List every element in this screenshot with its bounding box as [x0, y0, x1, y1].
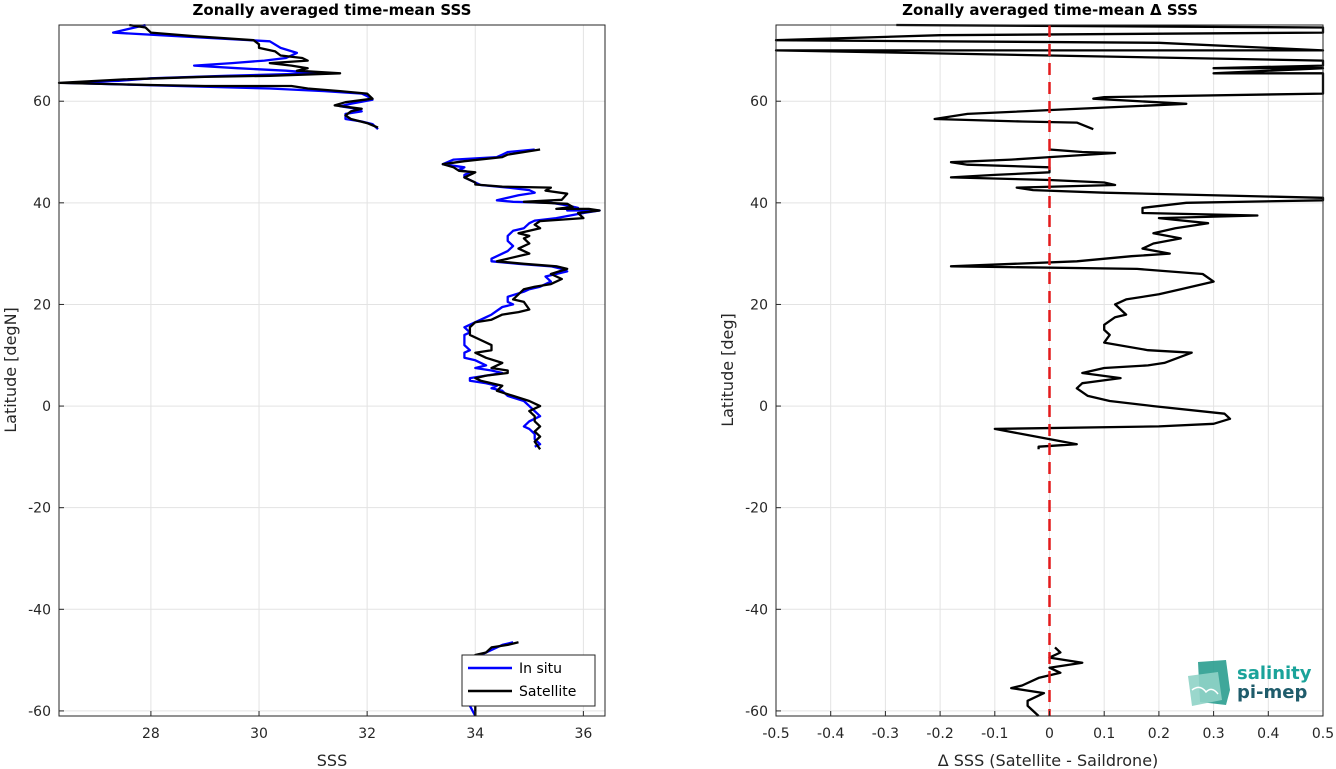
delta-title: Zonally averaged time-mean Δ SSS — [902, 1, 1198, 19]
sss-y-ticks: -60 -40 -20 0 20 40 60 — [28, 94, 64, 720]
sss-x-tick-label: 34 — [466, 726, 484, 742]
delta-y-tick-label: -20 — [745, 501, 768, 517]
sss-x-tick-label: 36 — [574, 726, 592, 742]
legend-label-in-situ: In situ — [519, 661, 562, 677]
delta-y-tick-label: 0 — [759, 399, 768, 415]
logo-line-1: salinity — [1237, 663, 1312, 684]
delta-y-label: Latitude [deg] — [718, 313, 737, 427]
sss-y-tick-label: -60 — [28, 704, 51, 720]
delta-x-tick-label: 0.4 — [1257, 726, 1279, 742]
sss-x-ticks: 28 30 32 34 36 — [142, 711, 592, 742]
delta-x-ticks: -0.5 -0.4 -0.3 -0.2 -0.1 0 0.1 0.2 0.3 0.4 0.5 — [762, 711, 1334, 742]
series-line-delta — [1010, 646, 1084, 717]
delta-grid — [775, 25, 1324, 716]
sss-panel: 28 30 32 34 36 -60 -40 -20 0 20 40 60 Zonally aver… — [1, 1, 606, 769]
delta-y-ticks: -60 -40 -20 0 20 40 60 — [745, 94, 781, 720]
sss-x-label: SSS — [317, 751, 347, 769]
sss-y-tick-label: 40 — [33, 196, 51, 212]
delta-x-tick-label: -0.2 — [926, 726, 953, 742]
sss-x-tick-label: 32 — [358, 726, 376, 742]
delta-sss-panel: -0.5 -0.4 -0.3 -0.2 -0.1 0 0.1 0.2 0.3 0.4 0.5 -60… — [718, 1, 1334, 769]
series-line-satellite — [57, 23, 379, 129]
sss-lines — [57, 23, 601, 717]
delta-x-tick-label: -0.3 — [872, 726, 899, 742]
delta-x-tick-label: 0.1 — [1093, 726, 1115, 742]
delta-y-tick-label: 60 — [750, 94, 768, 110]
logo-line-2: pi-mep — [1237, 682, 1307, 703]
sss-y-tick-label: 0 — [42, 399, 51, 415]
delta-x-tick-label: -0.1 — [981, 726, 1008, 742]
sss-title: Zonally averaged time-mean SSS — [193, 1, 472, 19]
delta-y-tick-label: 40 — [750, 196, 768, 212]
series-line-satellite — [441, 148, 601, 450]
sss-y-tick-label: -20 — [28, 501, 51, 517]
delta-x-tick-label: 0.3 — [1202, 726, 1224, 742]
legend: In situ Satellite — [461, 654, 596, 707]
sss-axes-frame — [58, 24, 606, 717]
series-line-delta — [949, 148, 1325, 450]
delta-x-tick-label: -0.5 — [762, 726, 789, 742]
sss-grid — [59, 25, 605, 716]
sss-y-tick-label: 20 — [33, 297, 51, 313]
delta-y-tick-label: -40 — [745, 602, 768, 618]
sss-y-label: Latitude [degN] — [1, 307, 20, 433]
logo-mark-front — [1188, 672, 1222, 706]
delta-x-label: Δ SSS (Satellite - Saildrone) — [938, 751, 1159, 769]
logo-mark-lines — [1191, 686, 1219, 695]
delta-y-tick-label: 20 — [750, 297, 768, 313]
delta-x-tick-label: 0.2 — [1148, 726, 1170, 742]
legend-label-satellite: Satellite — [519, 684, 576, 700]
salinity-pimep-logo: salinity pi-mep — [1188, 660, 1312, 706]
sss-y-tick-label: -40 — [28, 602, 51, 618]
delta-x-tick-label: -0.4 — [817, 726, 844, 742]
delta-x-tick-label: 0 — [1045, 726, 1054, 742]
sss-x-tick-label: 28 — [142, 726, 160, 742]
delta-x-tick-label: 0.5 — [1312, 726, 1334, 742]
delta-y-tick-label: -60 — [745, 704, 768, 720]
sss-x-tick-label: 30 — [250, 726, 268, 742]
sss-y-tick-label: 60 — [33, 94, 51, 110]
legend-box — [461, 654, 596, 707]
series-line-in-situ — [441, 148, 601, 448]
